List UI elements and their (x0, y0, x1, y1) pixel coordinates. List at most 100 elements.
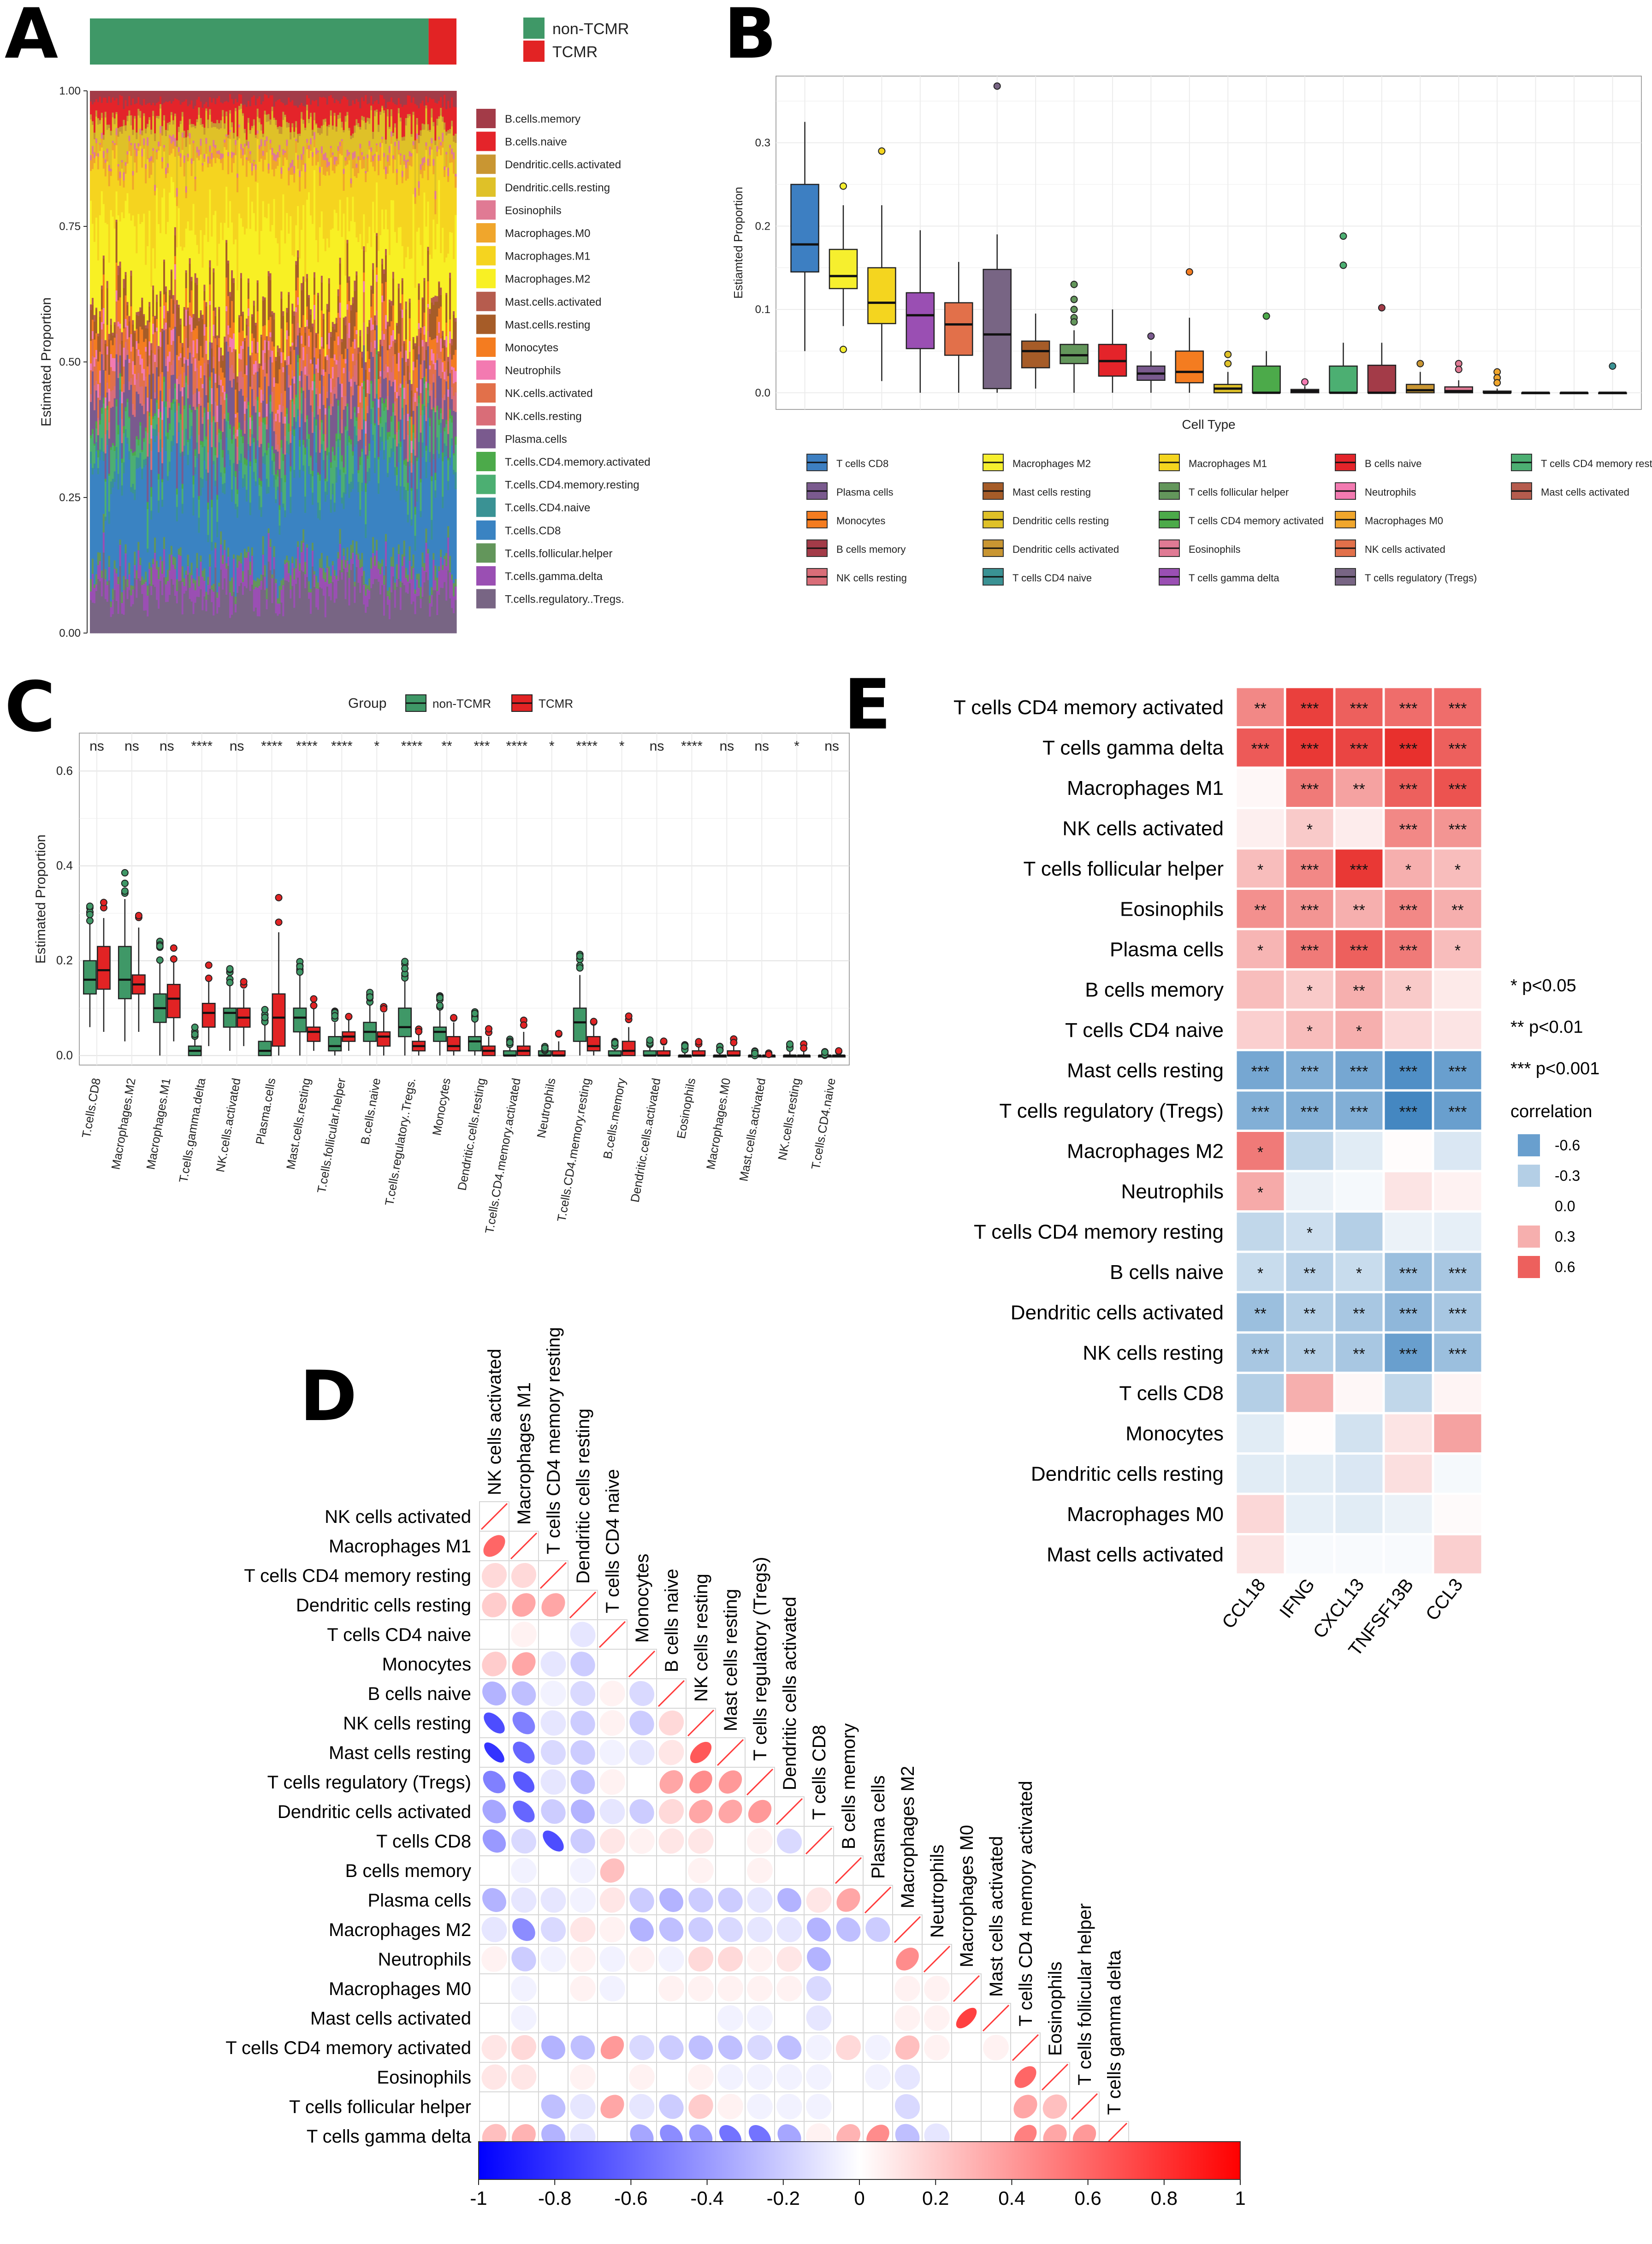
bar-segment (361, 154, 363, 169)
bar-segment (410, 136, 413, 154)
bar-segment (258, 254, 261, 364)
bar-segment (183, 326, 186, 357)
bar-segment (363, 389, 365, 420)
bar-segment (429, 451, 431, 462)
bar-segment (209, 326, 211, 343)
bar-segment (243, 91, 246, 105)
bar-segment (136, 148, 138, 156)
bar-segment (192, 515, 195, 579)
bar-segment (315, 348, 318, 365)
bar-segment (297, 541, 299, 547)
bar-segment (229, 617, 231, 634)
bar-segment (148, 210, 151, 302)
bar-segment (421, 360, 424, 379)
bar-segment (189, 137, 191, 145)
bar-segment (160, 560, 162, 581)
bar-segment (145, 465, 147, 572)
bar-segment (194, 580, 197, 591)
bar-segment (302, 164, 305, 205)
bar-segment (227, 227, 230, 261)
bar-segment (326, 167, 329, 172)
bar-segment (209, 97, 211, 109)
bar-segment (152, 285, 154, 290)
bar-segment (438, 375, 440, 420)
bar-segment (277, 166, 279, 243)
bar-segment (104, 222, 107, 340)
bar-segment (136, 468, 138, 571)
bar-segment (222, 91, 224, 104)
bar-segment (344, 598, 347, 634)
bar-segment (352, 196, 354, 297)
bar-segment (350, 91, 353, 106)
bar-segment (445, 566, 448, 601)
legend-label: Mast cells resting (1013, 486, 1091, 498)
bar-segment (403, 460, 406, 465)
bar-segment (427, 548, 429, 554)
bar-segment (286, 330, 288, 340)
bar-segment (99, 351, 101, 371)
box-non-tcmr-t-cells-gamma-delta (188, 1024, 202, 1056)
bar-segment (198, 155, 201, 160)
bar-segment (220, 379, 222, 386)
bar-segment (299, 469, 301, 478)
bar-segment (381, 441, 384, 560)
bar-segment (420, 432, 422, 479)
bar-segment (141, 358, 143, 373)
bar-segment (258, 412, 261, 417)
bar-segment (425, 420, 427, 446)
bar-segment (442, 121, 444, 133)
bar-segment (220, 439, 222, 473)
bar-segment (310, 457, 312, 474)
bar-segment (123, 180, 125, 188)
bar-segment (255, 137, 257, 165)
bar-segment (102, 552, 105, 634)
bar-segment (275, 474, 278, 480)
bar-segment (394, 354, 397, 380)
bar-segment (275, 413, 278, 421)
bar-segment (110, 367, 113, 391)
bar-segment (124, 162, 127, 166)
bar-segment (108, 128, 111, 166)
bar-segment (117, 180, 120, 215)
bar-segment (431, 297, 433, 303)
bar-segment (108, 475, 111, 512)
bar-segment (196, 244, 199, 278)
bar-segment (168, 124, 171, 135)
bar-segment (374, 232, 376, 316)
legend-item: Dendritic cells resting (983, 511, 1109, 528)
bar-segment (322, 91, 325, 97)
bar-segment (368, 393, 371, 444)
bar-segment (412, 554, 415, 568)
outlier-point (436, 1001, 444, 1009)
bar-segment (350, 183, 353, 188)
bar-segment (273, 153, 276, 160)
bar-segment (154, 398, 156, 414)
bar-segment (308, 148, 310, 158)
bar-segment (357, 491, 360, 554)
bar-segment (160, 411, 162, 418)
bar-segment (161, 401, 164, 420)
bar-segment (267, 320, 270, 341)
bar-segment (267, 98, 270, 114)
bar-segment (286, 104, 288, 122)
bar-segment (178, 384, 180, 403)
bar-segment (229, 347, 231, 368)
bar-segment (123, 432, 125, 462)
bar-segment (128, 315, 131, 322)
bar-segment (407, 161, 409, 179)
bar-segment (388, 432, 391, 437)
bar-segment (346, 348, 349, 404)
bar-segment (286, 308, 288, 313)
bar-segment (319, 349, 321, 355)
bar-segment (286, 139, 288, 146)
bar-segment (328, 165, 331, 176)
bar-segment (260, 139, 263, 147)
bar-segment (166, 313, 169, 345)
bar-segment (326, 303, 329, 310)
bar-segment (315, 588, 318, 608)
bar-segment (119, 221, 122, 262)
bar-segment (147, 552, 149, 586)
bar-segment (286, 555, 288, 563)
box-dendritic-cells-resting (1213, 350, 1243, 394)
bar-segment (324, 175, 327, 251)
